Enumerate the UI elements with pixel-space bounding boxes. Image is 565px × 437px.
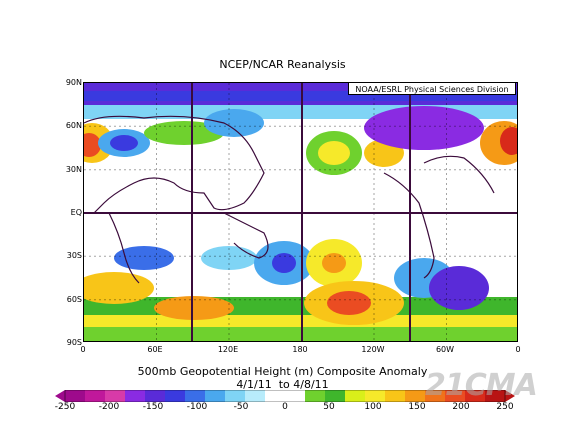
colorbar-tick-label: 50 bbox=[323, 402, 335, 412]
colorbar-tick-label: 200 bbox=[452, 402, 470, 412]
colorbar-tick-label: 150 bbox=[408, 402, 426, 412]
colorbar-max-arrow bbox=[505, 390, 515, 402]
colorbar-swatch bbox=[425, 390, 446, 402]
anomaly-map bbox=[84, 83, 517, 341]
colorbar-swatch bbox=[345, 390, 366, 402]
colorbar-swatch bbox=[305, 390, 326, 402]
map-caption: 500mb Geopotential Height (m) Composite … bbox=[137, 365, 428, 378]
colorbar-swatch bbox=[285, 390, 306, 402]
lon-label: 120W bbox=[361, 345, 385, 354]
colorbar-tick-label: 0 bbox=[282, 402, 288, 412]
colorbar-swatch bbox=[165, 390, 186, 402]
colorbar-swatch bbox=[245, 390, 266, 402]
colorbar-swatch bbox=[145, 390, 166, 402]
colorbar-swatch bbox=[65, 390, 86, 402]
lat-label: 60S bbox=[66, 295, 82, 304]
plot-title: NCEP/NCAR Reanalysis bbox=[219, 58, 346, 71]
lon-label: 60E bbox=[147, 345, 163, 354]
coastline bbox=[84, 115, 495, 284]
colorbar-swatch bbox=[485, 390, 506, 402]
colorbar-tick-label: -50 bbox=[233, 402, 249, 412]
watermark-logo: 21CMA bbox=[425, 368, 538, 403]
colorbar-swatch bbox=[405, 390, 426, 402]
lat-label: 60N bbox=[65, 121, 82, 130]
colorbar-tick-label: -250 bbox=[54, 402, 76, 412]
lon-label: 180 bbox=[292, 345, 308, 354]
lon-label: 0 bbox=[80, 345, 86, 354]
colorbar-swatch bbox=[265, 390, 286, 402]
colorbar-tick-label: 250 bbox=[496, 402, 514, 412]
data-credit: NOAA/ESRL Physical Sciences Division bbox=[348, 82, 516, 95]
lon-label: 120E bbox=[217, 345, 239, 354]
lat-label: 30N bbox=[65, 165, 82, 174]
map-panel bbox=[83, 82, 518, 342]
colorbar-swatch bbox=[445, 390, 466, 402]
lon-label: 0 bbox=[515, 345, 521, 354]
colorbar-swatch bbox=[105, 390, 126, 402]
colorbar-swatch bbox=[465, 390, 486, 402]
date-range: 4/1/11 to 4/8/11 bbox=[236, 378, 329, 391]
colorbar-tick-label: -150 bbox=[142, 402, 164, 412]
lat-label: 90N bbox=[65, 78, 82, 87]
colorbar-tick-label: -100 bbox=[186, 402, 208, 412]
colorbar-swatch bbox=[85, 390, 106, 402]
colorbar-tick-label: 100 bbox=[364, 402, 382, 412]
colorbar-swatch bbox=[365, 390, 386, 402]
lon-label: 60W bbox=[435, 345, 455, 354]
colorbar-swatch bbox=[205, 390, 226, 402]
colorbar-swatch bbox=[385, 390, 406, 402]
lat-label: EQ bbox=[70, 208, 82, 217]
colorbar-tick-label: -200 bbox=[98, 402, 120, 412]
colorbar-swatch bbox=[125, 390, 146, 402]
colorbar-swatch bbox=[185, 390, 206, 402]
lat-label: 30S bbox=[66, 251, 82, 260]
colorbar-swatch bbox=[225, 390, 246, 402]
colorbar bbox=[55, 390, 515, 402]
colorbar-min-arrow bbox=[55, 390, 65, 402]
colorbar-swatch bbox=[325, 390, 346, 402]
lat-label: 90S bbox=[66, 338, 82, 347]
